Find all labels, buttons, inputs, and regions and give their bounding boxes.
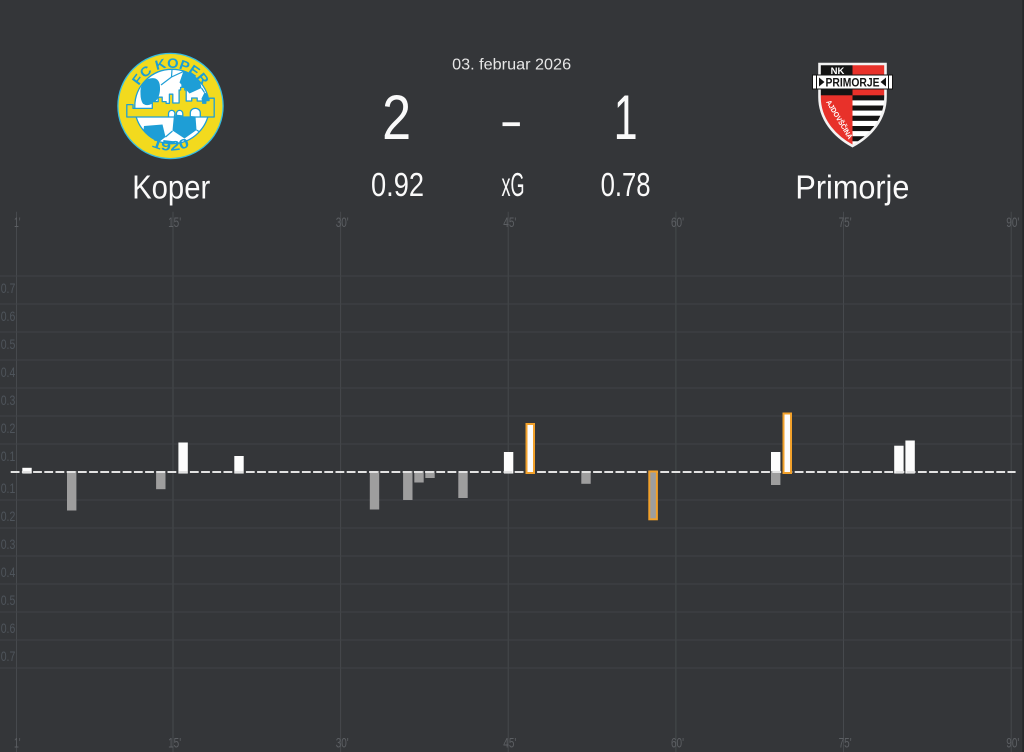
svg-text:15': 15' bbox=[168, 214, 181, 230]
svg-text:1: 1 bbox=[614, 83, 638, 153]
svg-text:60': 60' bbox=[671, 735, 684, 751]
svg-text:0.5: 0.5 bbox=[1, 336, 16, 352]
svg-text:2: 2 bbox=[382, 83, 411, 153]
svg-text:75': 75' bbox=[839, 735, 852, 751]
svg-text:1920: 1920 bbox=[150, 135, 191, 154]
svg-text:0.7: 0.7 bbox=[1, 648, 16, 664]
svg-text:0.3: 0.3 bbox=[1, 536, 16, 552]
svg-text:15': 15' bbox=[168, 735, 181, 751]
svg-text:0.1: 0.1 bbox=[1, 480, 16, 496]
svg-text:0.4: 0.4 bbox=[1, 364, 16, 380]
svg-text:PRIMORJE: PRIMORJE bbox=[826, 77, 880, 89]
svg-text:45': 45' bbox=[503, 214, 516, 230]
svg-text:1': 1' bbox=[14, 214, 21, 230]
svg-text:0.2: 0.2 bbox=[1, 508, 16, 524]
svg-text:Primorje: Primorje bbox=[795, 170, 909, 207]
svg-text:0.7: 0.7 bbox=[1, 280, 16, 296]
svg-text:0.6: 0.6 bbox=[1, 308, 16, 324]
svg-text:0.1: 0.1 bbox=[1, 448, 16, 464]
svg-text:90': 90' bbox=[1006, 735, 1019, 751]
svg-text:Koper: Koper bbox=[132, 170, 210, 207]
svg-text:NK: NK bbox=[831, 66, 845, 77]
svg-text:0.92: 0.92 bbox=[371, 167, 424, 204]
svg-text:xG: xG bbox=[502, 167, 525, 204]
svg-text:45': 45' bbox=[503, 735, 516, 751]
svg-text:1': 1' bbox=[14, 735, 21, 751]
svg-text:60': 60' bbox=[671, 214, 684, 230]
svg-text:0.78: 0.78 bbox=[601, 167, 651, 204]
svg-text:30': 30' bbox=[336, 214, 349, 230]
svg-text:0.6: 0.6 bbox=[1, 620, 16, 636]
svg-text:0.5: 0.5 bbox=[1, 592, 16, 608]
svg-text:75': 75' bbox=[839, 214, 852, 230]
svg-text:30': 30' bbox=[336, 735, 349, 751]
svg-text:0.2: 0.2 bbox=[1, 420, 16, 436]
svg-text:90': 90' bbox=[1006, 214, 1019, 230]
svg-text:0.3: 0.3 bbox=[1, 392, 16, 408]
svg-text:03. februar 2026: 03. februar 2026 bbox=[452, 57, 571, 74]
svg-text:0.4: 0.4 bbox=[1, 564, 16, 580]
